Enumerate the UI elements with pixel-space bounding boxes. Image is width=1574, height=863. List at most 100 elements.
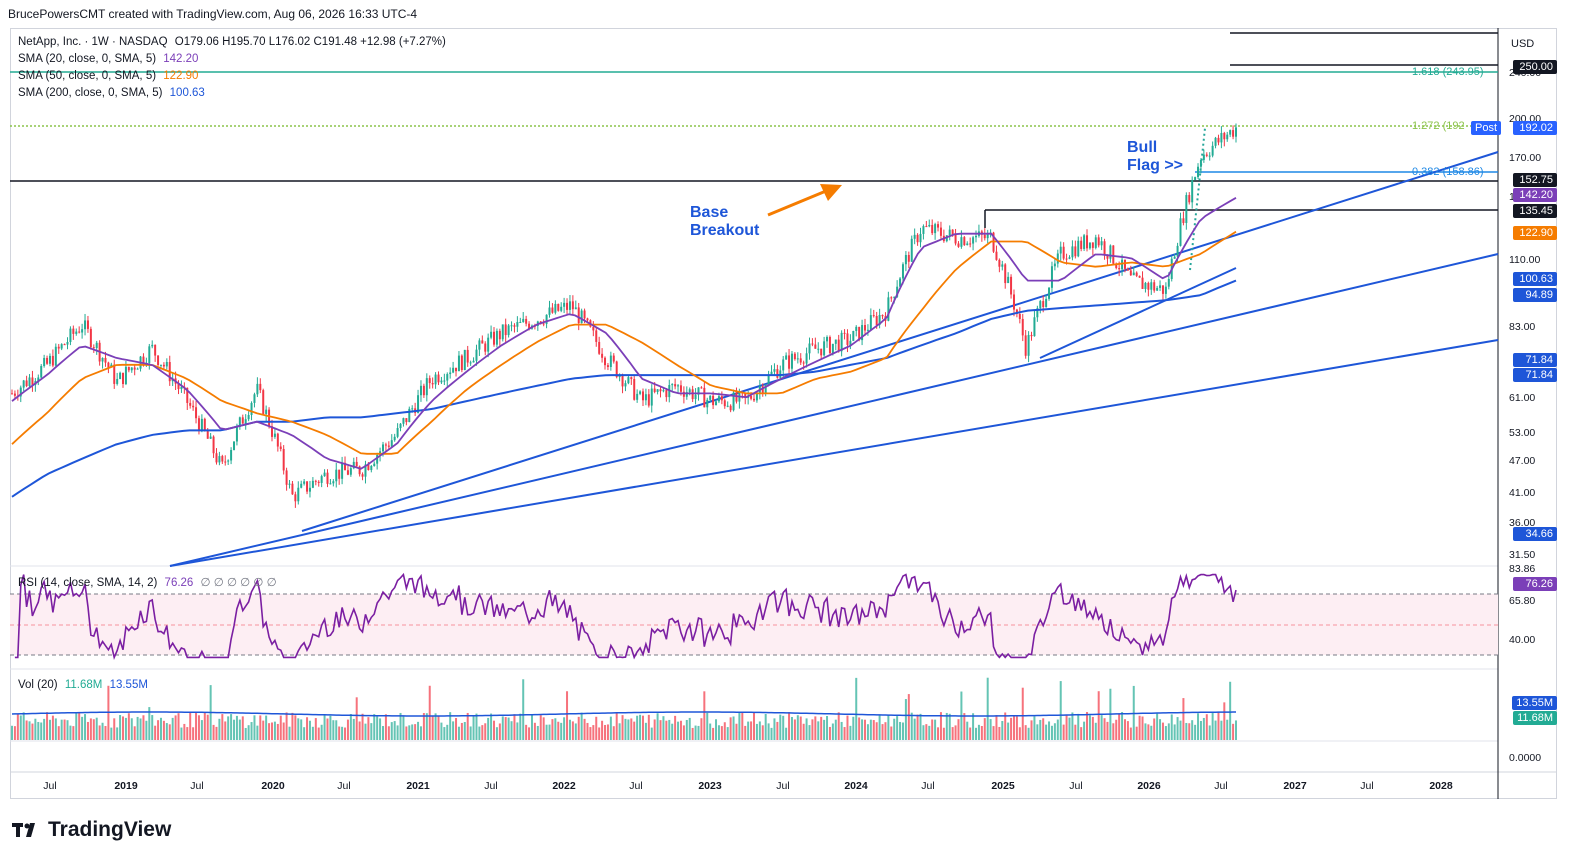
bull-flag-annotation[interactable]: Bull Flag >> xyxy=(1127,139,1183,175)
candle-body xyxy=(571,301,574,310)
candle-body xyxy=(294,494,297,502)
candle-body xyxy=(837,339,840,352)
legend-sma20-row[interactable]: SMA (20, close, 0, SMA, 5) 142.20 xyxy=(18,53,202,65)
candle-body xyxy=(463,349,466,371)
base-breakout-annotation[interactable]: Base Breakout xyxy=(690,204,759,240)
volume-bar xyxy=(563,717,566,740)
volume-bar xyxy=(615,712,618,740)
candle-body xyxy=(218,456,221,463)
volume-bar xyxy=(507,717,510,740)
candle-body xyxy=(618,375,621,378)
candle-body xyxy=(773,369,776,372)
volume-bar xyxy=(677,721,680,740)
volume-bar xyxy=(95,717,98,740)
candle-body xyxy=(1121,259,1124,270)
volume-bar xyxy=(744,725,747,740)
legend-rsi-row[interactable]: RSI (14, close, SMA, 14, 2) 76.26 ∅ ∅ ∅ … xyxy=(18,575,281,589)
volume-bar xyxy=(250,722,253,740)
volume-bar xyxy=(1208,725,1211,740)
volume-bar xyxy=(624,718,627,740)
volume-bar xyxy=(589,727,592,740)
candle-body xyxy=(1182,218,1185,223)
volume-bar xyxy=(393,721,396,740)
candle-body xyxy=(788,355,791,369)
volume-bar xyxy=(904,699,907,740)
chart-frame[interactable] xyxy=(10,28,1557,799)
legend-vol-row[interactable]: Vol (20) 11.68M 13.55M xyxy=(18,679,152,691)
candle-body xyxy=(653,388,656,392)
candle-body xyxy=(422,385,425,396)
volume-bar xyxy=(221,714,224,740)
candle-body xyxy=(48,355,51,364)
volume-bar xyxy=(341,726,344,740)
volume-bar xyxy=(715,719,718,740)
candle-body xyxy=(472,360,475,363)
volume-bar xyxy=(417,721,420,740)
volume-bar xyxy=(799,716,802,740)
candle-body xyxy=(501,324,504,340)
volume-bar xyxy=(294,715,297,740)
volume-bar xyxy=(1033,716,1036,740)
price-tag: 76.26 xyxy=(1513,577,1557,591)
candle-body xyxy=(31,377,34,385)
volume-bar xyxy=(463,722,466,740)
candle-body xyxy=(206,430,209,439)
volume-bar xyxy=(805,718,808,740)
legend-sma50-row[interactable]: SMA (50, close, 0, SMA, 5) 122.90 xyxy=(18,70,202,82)
legend-rsi-label: RSI (14, close, SMA, 14, 2) xyxy=(18,577,158,589)
currency-label[interactable]: USD xyxy=(1511,38,1535,50)
volume-bar xyxy=(869,719,872,740)
candle-body xyxy=(428,378,431,384)
volume-bar xyxy=(793,719,796,740)
volume-bar xyxy=(370,723,373,740)
candle-body xyxy=(311,480,314,488)
candle-body xyxy=(525,318,528,324)
volume-bar xyxy=(212,724,215,740)
candle-body xyxy=(557,303,560,311)
volume-bar xyxy=(542,717,545,740)
volume-bar xyxy=(157,720,160,740)
volume-bar xyxy=(306,717,309,740)
candle-body xyxy=(934,224,937,234)
volume-bar xyxy=(411,724,414,740)
price-axis-label: 41.00 xyxy=(1509,487,1536,499)
volume-bar xyxy=(852,716,855,740)
volume-bar xyxy=(437,715,440,740)
candle-body xyxy=(151,344,154,347)
candle-body xyxy=(548,307,551,315)
candle-body xyxy=(1042,301,1045,307)
volume-bar xyxy=(755,723,758,740)
volume-bar xyxy=(1083,721,1086,740)
legend-sma200-row[interactable]: SMA (200, close, 0, SMA, 5) 100.63 xyxy=(18,87,209,99)
volume-bar xyxy=(528,727,531,740)
volume-bar xyxy=(1010,717,1013,740)
sma200-line xyxy=(11,279,1237,498)
candle-body xyxy=(233,441,236,451)
volume-bar xyxy=(977,724,980,740)
candle-body xyxy=(259,383,262,391)
volume-bar xyxy=(490,713,493,740)
volume-bar xyxy=(644,722,647,740)
candle-body xyxy=(437,374,440,383)
volume-bar xyxy=(233,719,236,740)
candle-body xyxy=(1004,264,1007,284)
volume-bar xyxy=(288,726,291,740)
volume-bar xyxy=(84,714,87,740)
volume-bar xyxy=(934,719,937,740)
candle-body xyxy=(19,387,22,397)
candle-body xyxy=(399,423,402,429)
volume-bar xyxy=(177,713,180,740)
volume-bar xyxy=(1197,713,1200,740)
volume-bar xyxy=(92,719,95,740)
volume-bar xyxy=(752,712,755,740)
candle-body xyxy=(998,259,1001,267)
volume-bar xyxy=(998,726,1001,740)
volume-bar xyxy=(972,713,975,740)
volume-bar xyxy=(414,724,417,740)
candle-body xyxy=(1141,277,1144,289)
candle-body xyxy=(755,392,758,401)
candle-body xyxy=(107,362,110,368)
candle-body xyxy=(516,322,519,327)
candle-body xyxy=(852,330,855,341)
